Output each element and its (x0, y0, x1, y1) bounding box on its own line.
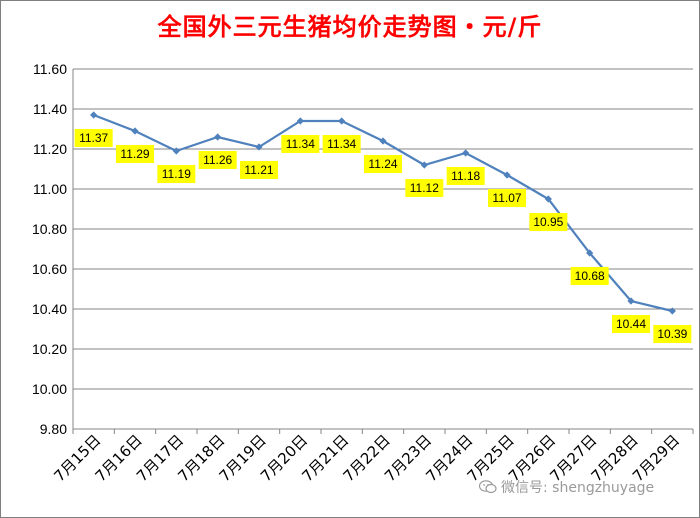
data-point (214, 133, 222, 141)
data-label-background (529, 213, 568, 231)
data-point (379, 137, 387, 145)
data-label: 10.95 (533, 215, 563, 229)
data-label: 11.07 (492, 191, 521, 205)
watermark: 微信号: shengzhuyage (479, 477, 654, 497)
y-tick-label: 9.80 (40, 421, 67, 437)
data-label-background (570, 267, 609, 285)
data-point (627, 297, 635, 305)
data-point (338, 117, 346, 125)
data-label: 11.19 (162, 167, 191, 181)
data-label-background (198, 151, 237, 169)
data-label: 11.29 (120, 147, 149, 161)
data-label: 10.39 (657, 327, 687, 341)
data-label-background (653, 325, 692, 343)
data-point (90, 111, 98, 119)
wechat-icon (479, 480, 497, 494)
data-label: 11.24 (368, 157, 397, 171)
data-point (503, 171, 511, 179)
data-label: 11.21 (244, 163, 273, 177)
data-point (420, 161, 428, 169)
y-tick-label: 10.60 (32, 261, 67, 277)
chart-title: 全国外三元生猪均价走势图・元/斤 (157, 13, 543, 41)
data-label: 10.68 (575, 269, 605, 283)
data-point (255, 143, 263, 151)
data-point (544, 195, 552, 203)
data-label: 11.37 (79, 131, 108, 145)
data-label-background (612, 315, 650, 333)
data-label-background (488, 189, 526, 207)
watermark-text: 微信号: shengzhuyage (501, 480, 655, 496)
y-tick-label: 11.20 (33, 141, 67, 157)
y-tick-label: 10.40 (32, 301, 67, 317)
data-label-background (116, 145, 154, 163)
data-point (668, 307, 676, 315)
data-label-background (405, 179, 444, 197)
data-point (462, 149, 470, 157)
data-point (586, 249, 594, 257)
data-label-background (157, 165, 196, 183)
data-label-background (322, 135, 361, 153)
y-tick-label: 11.60 (33, 61, 67, 77)
y-tick-label: 11.40 (33, 101, 67, 117)
data-label: 11.18 (451, 169, 480, 183)
data-point (172, 147, 180, 155)
y-tick-label: 10.80 (32, 221, 67, 237)
y-tick-label: 10.00 (32, 381, 67, 397)
data-label-background (74, 129, 113, 147)
data-label: 11.34 (286, 137, 315, 151)
data-point (131, 127, 139, 135)
data-label-background (364, 155, 402, 173)
data-label-background (446, 167, 485, 185)
y-tick-label: 10.20 (32, 341, 67, 357)
data-label: 11.12 (410, 181, 439, 195)
data-label-background (240, 161, 278, 179)
data-label-background (281, 135, 320, 153)
data-label: 11.34 (327, 137, 356, 151)
data-label: 10.44 (616, 317, 646, 331)
data-point (296, 117, 304, 125)
y-tick-label: 11.00 (33, 181, 67, 197)
data-label: 11.26 (203, 153, 232, 167)
